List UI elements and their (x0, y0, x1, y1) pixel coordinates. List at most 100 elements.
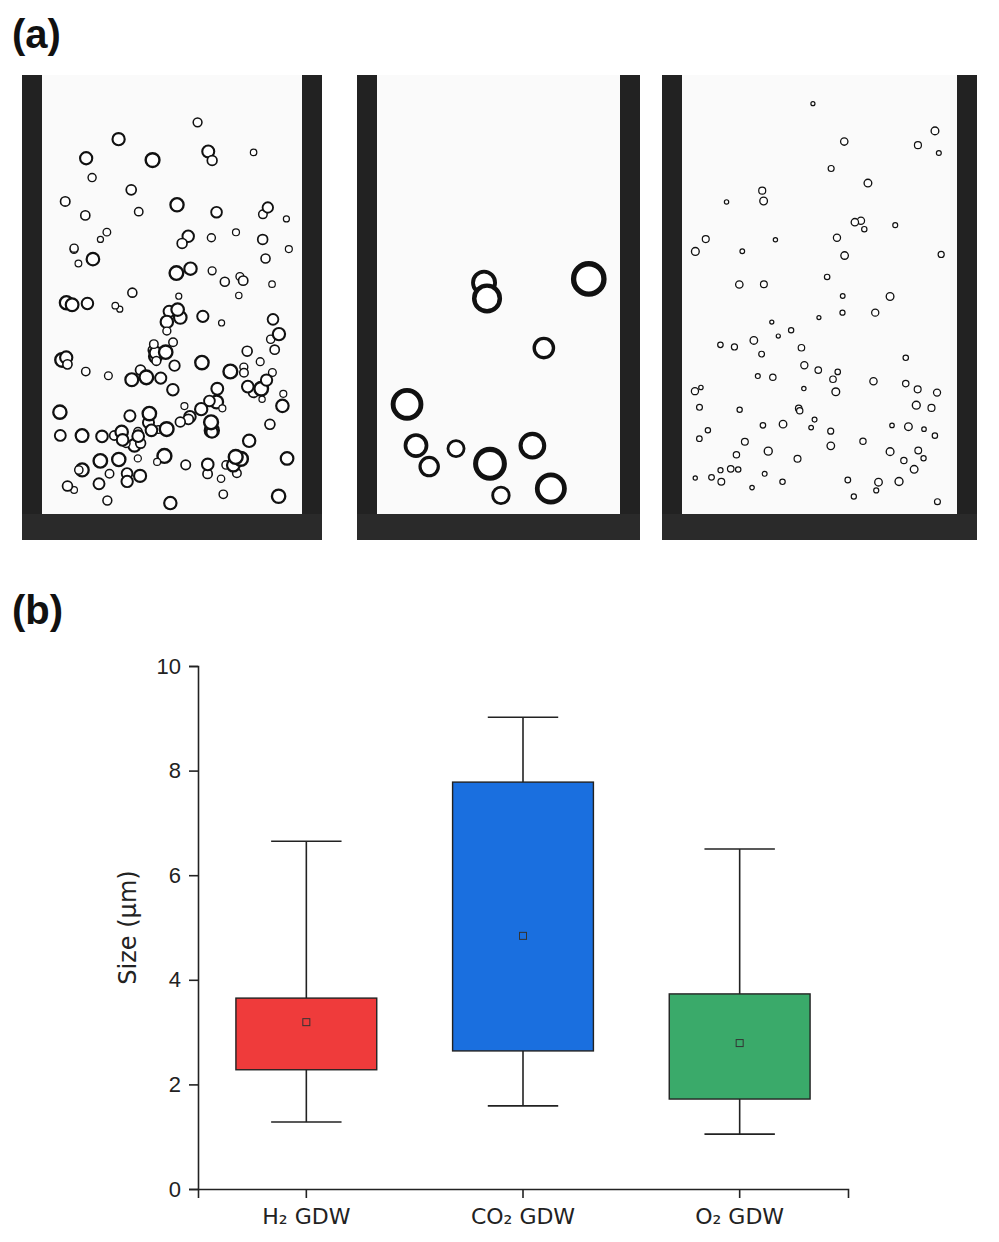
panel-label: (a) (12, 12, 61, 56)
bubble (208, 267, 216, 275)
bubble (273, 328, 285, 340)
bubble (263, 202, 273, 212)
bubble (152, 357, 161, 366)
whisker (306, 841, 308, 998)
bubble (780, 479, 785, 484)
bubble (938, 251, 944, 257)
bubble (827, 442, 835, 450)
bubble (177, 238, 187, 248)
bubble (798, 344, 805, 351)
bubble (211, 207, 222, 218)
bubble (105, 372, 113, 380)
bubble (872, 309, 879, 316)
tick-mark (189, 666, 198, 668)
photo (357, 75, 640, 540)
bubble (280, 390, 287, 397)
cell-wall (620, 75, 640, 540)
bubble (82, 298, 93, 309)
bubble (88, 174, 96, 182)
bubble (824, 274, 829, 279)
bubble (914, 142, 921, 149)
bubble (770, 320, 774, 324)
bubble (55, 430, 66, 441)
plot-marks (236, 717, 810, 1134)
bubble (699, 385, 703, 389)
tick: 0 (169, 1177, 198, 1202)
bubble (886, 293, 894, 301)
bubble (875, 478, 883, 486)
bubble (121, 476, 132, 487)
bubble (94, 478, 105, 489)
bubble (94, 454, 107, 467)
tick: 2 (169, 1072, 198, 1097)
bubble (105, 470, 113, 478)
bubble (146, 153, 160, 167)
bubble (161, 316, 173, 328)
bubble (851, 494, 856, 499)
bubble (841, 138, 848, 145)
bubble (81, 211, 90, 220)
bubble (691, 388, 698, 395)
bubble (914, 386, 921, 393)
bubble (146, 424, 158, 436)
bubble (815, 367, 822, 374)
bubble (113, 133, 125, 145)
tick: 4 (169, 967, 198, 992)
bubble (276, 400, 288, 412)
bubble (724, 200, 728, 204)
bubble (801, 362, 808, 369)
bubble (737, 407, 742, 412)
bubble (170, 198, 183, 211)
bubble (75, 260, 82, 267)
bubble (773, 238, 777, 242)
bubble (759, 187, 766, 194)
tick: O₂ GDW (695, 1189, 784, 1229)
bubble (125, 373, 138, 386)
bubble (259, 396, 265, 402)
bubble (261, 374, 272, 385)
bubble (219, 320, 225, 326)
bubble (103, 496, 112, 505)
bubble (242, 346, 252, 356)
bubble (755, 374, 760, 379)
bubble (96, 431, 108, 443)
bubble (890, 423, 894, 427)
tick: 6 (169, 863, 198, 888)
bubble (832, 388, 840, 396)
bubble (901, 457, 907, 463)
bubble (150, 340, 158, 348)
bubble (697, 404, 703, 410)
bubble (219, 405, 226, 412)
tick-label: 8 (169, 758, 181, 783)
bubble (181, 403, 188, 410)
bubble (862, 226, 867, 231)
tick-mark (189, 875, 198, 877)
bubble (731, 344, 737, 350)
bubble (922, 427, 927, 432)
bubble (760, 423, 765, 428)
bubble (779, 420, 787, 428)
bubble (193, 118, 202, 127)
bubble (915, 447, 922, 454)
cell-wall (302, 75, 322, 540)
bubble (493, 487, 510, 504)
bubble (270, 345, 279, 354)
whisker (306, 1070, 308, 1122)
bubble (154, 458, 161, 465)
tick: 10 (157, 654, 198, 679)
whisker (522, 1051, 524, 1106)
bubble (112, 453, 125, 466)
bubble (934, 499, 940, 505)
tick-label: 10 (157, 654, 181, 679)
bubble (269, 281, 276, 288)
bubble (211, 383, 223, 395)
bubble (405, 435, 426, 456)
bubble (176, 293, 182, 299)
bubble (268, 314, 279, 325)
bubble (207, 156, 217, 166)
panel-label: (b) (12, 588, 63, 632)
bubble (239, 276, 248, 285)
bubble (87, 253, 100, 266)
tick-mark (306, 1189, 308, 1198)
bubble (845, 477, 851, 483)
